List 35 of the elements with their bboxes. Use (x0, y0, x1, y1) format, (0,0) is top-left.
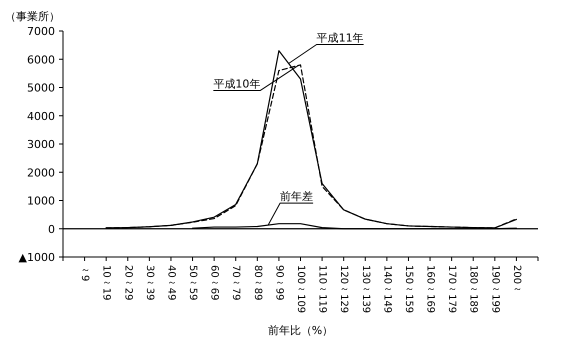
y-axis-title: （事業所） (5, 10, 60, 23)
y-tick-label: 1000 (27, 194, 55, 208)
x-tick-label: 50～59 (187, 265, 198, 300)
y-tick-label: 7000 (27, 25, 55, 38)
x-tick-label: 90～99 (273, 265, 284, 300)
x-tick-label: ～9 (79, 265, 90, 282)
x-tick-label: 80～89 (252, 265, 263, 300)
x-tick-label: 70～79 (230, 265, 242, 300)
x-tick-label: 160～169 (424, 265, 436, 314)
x-tick-label: 110～119 (316, 265, 328, 314)
y-tick-label: 3000 (27, 138, 55, 151)
x-tick-label: 190～199 (489, 265, 500, 314)
y-tick-label: 6000 (27, 53, 55, 66)
x-tick-label: 40～49 (165, 265, 176, 300)
y-tick-label: 4000 (27, 110, 55, 123)
y-tick-label: 5000 (27, 82, 55, 94)
series-label: 平成10年 (213, 77, 260, 90)
x-tick-label: 20～29 (122, 265, 134, 300)
x-tick-label: 30～39 (144, 265, 155, 300)
y-tick-label: 0 (48, 222, 55, 236)
x-tick-label: 170～179 (446, 265, 458, 314)
x-tick-label: 100～109 (295, 265, 306, 314)
x-tick-label: 120～129 (338, 265, 350, 314)
x-tick-label: 180～189 (468, 265, 479, 314)
x-tick-label: 60～69 (208, 265, 220, 300)
text: 平成11年 (316, 31, 364, 44)
x-tick-label: 10～19 (100, 265, 112, 300)
x-tick-label: 140～149 (381, 265, 392, 314)
x-tick-label: 200～ (510, 265, 522, 294)
x-tick-label: 130～139 (360, 265, 371, 314)
x-tick-label: 150～159 (402, 265, 414, 314)
y-tick-label: 2000 (27, 166, 55, 180)
x-axis-title: 前年比（%） (268, 324, 334, 337)
y-tick-label: ▲1000 (18, 251, 55, 264)
series-label: 前年差 (280, 190, 314, 204)
